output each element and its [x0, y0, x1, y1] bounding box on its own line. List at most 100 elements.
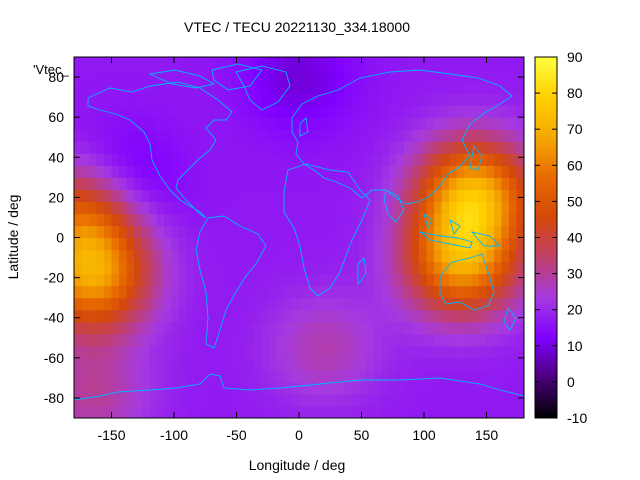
coastline-south-america — [195, 215, 267, 349]
heatmap-cell — [194, 201, 203, 215]
heatmap-cell — [426, 357, 435, 371]
heatmap-cell — [269, 345, 278, 359]
heatmap-cell — [441, 117, 450, 130]
heatmap-cell — [426, 321, 435, 335]
heatmap-cell — [284, 345, 293, 359]
heatmap-cell — [381, 249, 390, 263]
heatmap-cell — [344, 225, 353, 239]
heatmap-cell — [501, 201, 510, 215]
heatmap-cell — [464, 309, 473, 323]
heatmap-cell — [111, 249, 120, 263]
heatmap-cell — [336, 249, 345, 263]
heatmap-cell — [299, 189, 308, 202]
heatmap-cell — [216, 237, 225, 251]
heatmap-cell — [516, 261, 524, 275]
heatmap-cell — [366, 393, 375, 407]
heatmap-cell — [254, 261, 263, 275]
heatmap-cell — [419, 153, 428, 166]
heatmap-cell — [231, 177, 240, 190]
heatmap-cell — [404, 309, 413, 323]
heatmap-cell — [209, 141, 218, 154]
heatmap-cell — [194, 129, 203, 142]
heatmap-cell — [269, 69, 278, 82]
heatmap-cell — [381, 285, 390, 299]
heatmap-cell — [254, 189, 263, 202]
heatmap-cell — [321, 345, 330, 359]
heatmap-cell — [434, 177, 443, 190]
heatmap-cell — [359, 201, 368, 215]
heatmap-cell — [171, 393, 180, 407]
heatmap-cell — [486, 405, 495, 418]
heatmap-cell — [329, 273, 338, 287]
heatmap-cell — [209, 249, 218, 263]
x-tick-label: -50 — [226, 427, 246, 443]
heatmap-cell — [479, 309, 488, 323]
heatmap-cell — [329, 69, 338, 82]
heatmap-cell — [149, 285, 158, 299]
heatmap-cell — [111, 141, 120, 154]
heatmap-cell — [104, 105, 113, 118]
heatmap-cell — [156, 381, 165, 395]
heatmap-cell — [396, 321, 405, 335]
heatmap-cell — [104, 369, 113, 383]
heatmap-cell — [231, 93, 240, 106]
heatmap-cell — [194, 165, 203, 178]
heatmap-cell — [254, 249, 263, 263]
heatmap-cell — [104, 261, 113, 275]
heatmap-cell — [89, 225, 98, 239]
heatmap-cell — [456, 237, 465, 251]
heatmap-cell — [434, 117, 443, 130]
heatmap-cell — [231, 249, 240, 263]
heatmap-cell — [261, 129, 270, 142]
heatmap-cell — [516, 81, 524, 94]
heatmap-cell — [104, 69, 113, 82]
colorbar-tick-label: 40 — [567, 230, 583, 246]
heatmap-cell — [299, 117, 308, 130]
heatmap-cell — [374, 405, 383, 418]
heatmap-cell — [194, 141, 203, 154]
heatmap-cell — [261, 405, 270, 418]
heatmap-cell — [494, 165, 503, 178]
heatmap-cell — [284, 405, 293, 418]
heatmap-cell — [261, 213, 270, 227]
heatmap-cell — [426, 333, 435, 347]
heatmap-cell — [284, 261, 293, 275]
heatmap-cell — [419, 117, 428, 130]
heatmap-cell — [329, 189, 338, 202]
heatmap-cell — [291, 141, 300, 154]
heatmap-cell — [411, 321, 420, 335]
heatmap-cell — [396, 213, 405, 227]
heatmap-cell — [111, 297, 120, 311]
heatmap-cell — [164, 93, 173, 106]
heatmap-cell — [291, 189, 300, 202]
heatmap-cell — [156, 57, 165, 70]
heatmap-cell — [239, 165, 248, 178]
heatmap-cell — [344, 81, 353, 94]
heatmap-cell — [179, 321, 188, 335]
heatmap-cell — [186, 213, 195, 227]
heatmap-cell — [269, 321, 278, 335]
heatmap-cell — [471, 285, 480, 299]
heatmap-cell — [164, 165, 173, 178]
heatmap-cell — [119, 81, 128, 94]
heatmap-cell — [111, 225, 120, 239]
heatmap-cell — [449, 105, 458, 118]
heatmap-cell — [456, 369, 465, 383]
heatmap-cell — [441, 201, 450, 215]
heatmap-cell — [291, 309, 300, 323]
heatmap-cell — [141, 117, 150, 130]
heatmap-cell — [464, 237, 473, 251]
heatmap-cell — [299, 261, 308, 275]
heatmap-cell — [96, 213, 105, 227]
heatmap-cell — [314, 165, 323, 178]
heatmap-cell — [374, 225, 383, 239]
heatmap-cell — [89, 369, 98, 383]
heatmap-cell — [449, 249, 458, 263]
heatmap-cell — [351, 153, 360, 166]
heatmap-cell — [509, 393, 518, 407]
heatmap-cell — [359, 93, 368, 106]
heatmap-cell — [434, 309, 443, 323]
heatmap-cell — [321, 165, 330, 178]
heatmap-cell — [411, 57, 420, 70]
heatmap-cell — [156, 261, 165, 275]
